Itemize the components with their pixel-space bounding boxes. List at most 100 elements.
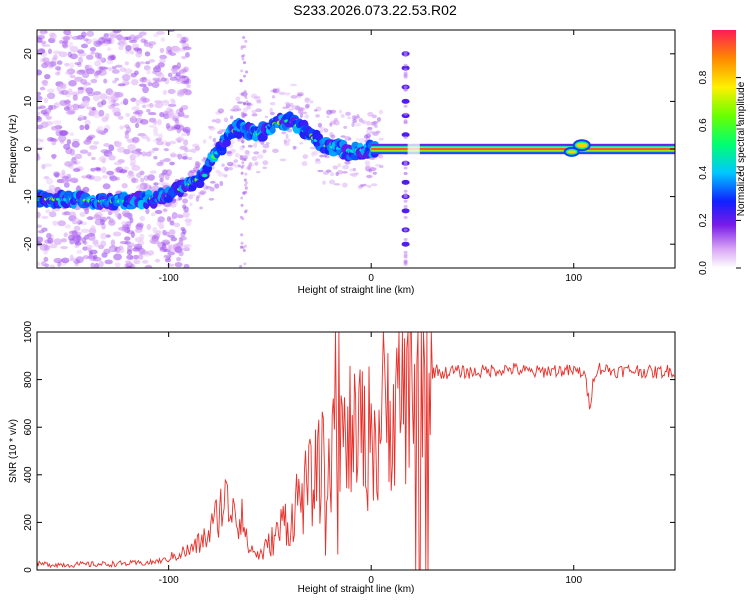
snr-x-tick-label: 0: [368, 575, 374, 586]
spectrogram-noise-cell: [240, 171, 244, 175]
spectrogram-noise-cell: [370, 166, 375, 171]
spectrogram-noise-cell: [179, 89, 189, 94]
spectrogram-harmonic-cell: [401, 132, 410, 138]
spectrogram-harmonic-cell: [401, 241, 410, 247]
spectrogram-noise-cell: [165, 50, 174, 55]
spectrogram-noise-cell: [175, 80, 183, 85]
spectrogram-noise-cell: [83, 38, 89, 42]
spectrogram-noise-cell: [278, 91, 286, 96]
spectrogram-noise-cell: [37, 211, 41, 219]
colorbar-tick-label: 0.2: [698, 213, 709, 227]
spectrogram-noise-cell: [57, 220, 66, 227]
spectrogram-noise-cell: [329, 179, 336, 185]
spectrogram-noise-cell: [85, 87, 94, 94]
spectrogram-noise-cell: [148, 124, 157, 129]
spectrogram-noise-cell: [86, 54, 94, 60]
spectrogram-noise-cell: [243, 244, 247, 248]
spectrogram-noise-cell: [299, 142, 304, 145]
spectrogram-noise-cell: [253, 142, 258, 148]
spectrogram-noise-cell: [174, 261, 183, 268]
spectrogram-noise-cell: [105, 234, 111, 238]
spectrogram-noise-cell: [262, 143, 270, 149]
spectrogram-noise-cell: [372, 120, 379, 125]
spectrogram-noise-cell: [153, 182, 159, 186]
spectrogram-noise-cell: [403, 260, 408, 264]
spectrogram-noise-cell: [256, 154, 264, 159]
spectrogram-noise-cell: [153, 33, 159, 38]
spectrogram-ridge-cell: [269, 126, 276, 134]
spectrogram-noise-cell: [241, 145, 245, 149]
spectrogram-noise-cell: [86, 106, 93, 110]
spectrogram-noise-cell: [313, 109, 318, 112]
spectrogram-noise-cell: [304, 114, 310, 119]
spectrogram-noise-cell: [43, 256, 49, 262]
spectrogram-noise-cell: [322, 171, 329, 175]
spectrogram-noise-cell: [52, 120, 62, 125]
spectrogram-noise-cell: [347, 116, 351, 120]
spectrogram-noise-cell: [121, 183, 128, 189]
spectrogram-noise-cell: [159, 58, 166, 64]
spectrogram-noise-cell: [378, 109, 384, 115]
spectrogram-noise-cell: [186, 84, 192, 89]
spectrogram-noise-cell: [103, 33, 109, 38]
spectrogram-noise-cell: [317, 169, 324, 173]
spectrogram-noise-cell: [61, 41, 68, 48]
spectrogram-noise-cell: [89, 145, 98, 150]
spectrogram-noise-cell: [247, 164, 252, 170]
spectrogram-noise-cell: [53, 257, 63, 264]
spectrogram-noise-cell: [180, 226, 186, 231]
spectrogram-noise-cell: [243, 262, 247, 266]
spectrogram-noise-cell: [159, 178, 164, 183]
spectrogram-noise-cell: [174, 118, 180, 124]
spectrogram-noise-cell: [43, 97, 49, 104]
spectrogram-noise-cell: [241, 57, 245, 61]
snr-y-tick-label: 1000: [23, 320, 34, 343]
spectrogram-noise-cell: [105, 95, 112, 100]
spectrogram-noise-cell: [49, 243, 58, 249]
spectrogram-noise-cell: [98, 109, 105, 117]
spectrogram-noise-cell: [107, 47, 112, 51]
spectrogram-noise-cell: [85, 65, 92, 70]
spectrogram-noise-cell: [157, 62, 165, 68]
spectrogram-noise-cell: [128, 34, 137, 42]
spectrogram-noise-cell: [349, 173, 355, 177]
snr-x-tick-label: -100: [159, 575, 179, 586]
spectrogram-noise-cell: [77, 86, 85, 90]
spectrogram-noise-cell: [242, 61, 246, 65]
spectrogram-noise-cell: [45, 177, 54, 185]
spectrogram-noise-cell: [79, 149, 89, 154]
spectrogram-noise-cell: [166, 263, 175, 267]
spectrogram-noise-cell: [100, 240, 107, 247]
spectrogram-noise-cell: [111, 102, 120, 107]
spectrogram-noise-cell: [53, 238, 62, 245]
spectrogram-noise-cell: [262, 160, 269, 166]
spectrogram-noise-cell: [340, 135, 346, 138]
snr-y-tick-label: 200: [23, 514, 34, 531]
spectrogram-noise-cell: [342, 164, 350, 170]
spectrogram-y-tick-label: 20: [23, 48, 34, 60]
spectrogram-noise-cell: [403, 195, 408, 199]
spectrogram-noise-cell: [63, 232, 68, 238]
spectrogram-noise-cell: [341, 182, 348, 188]
spectrogram-noise-cell: [241, 161, 245, 165]
spectrogram-carrier-bump: [567, 150, 577, 154]
spectrogram-noise-cell: [272, 88, 277, 93]
spectrogram-noise-cell: [146, 137, 151, 142]
spectrogram-noise-cell: [117, 247, 125, 254]
spectrogram-noise-cell: [154, 258, 161, 263]
spectrogram-noise-cell: [161, 101, 170, 106]
spectrogram-noise-cell: [165, 231, 170, 237]
spectrogram-noise-cell: [271, 95, 276, 99]
spectrogram-noise-cell: [403, 85, 408, 89]
spectrogram-noise-cell: [130, 177, 139, 184]
spectrogram-noise-cell: [61, 169, 66, 175]
spectrogram-noise-cell: [377, 154, 384, 159]
spectrogram-noise-cell: [121, 220, 128, 226]
spectrogram-noise-cell: [63, 30, 72, 36]
spectrogram-noise-cell: [157, 72, 165, 79]
spectrogram-noise-cell: [246, 102, 252, 106]
snr-y-tick-label: 800: [23, 371, 34, 388]
spectrogram-noise-cell: [165, 122, 171, 129]
spectrogram-noise-cell: [49, 105, 57, 110]
